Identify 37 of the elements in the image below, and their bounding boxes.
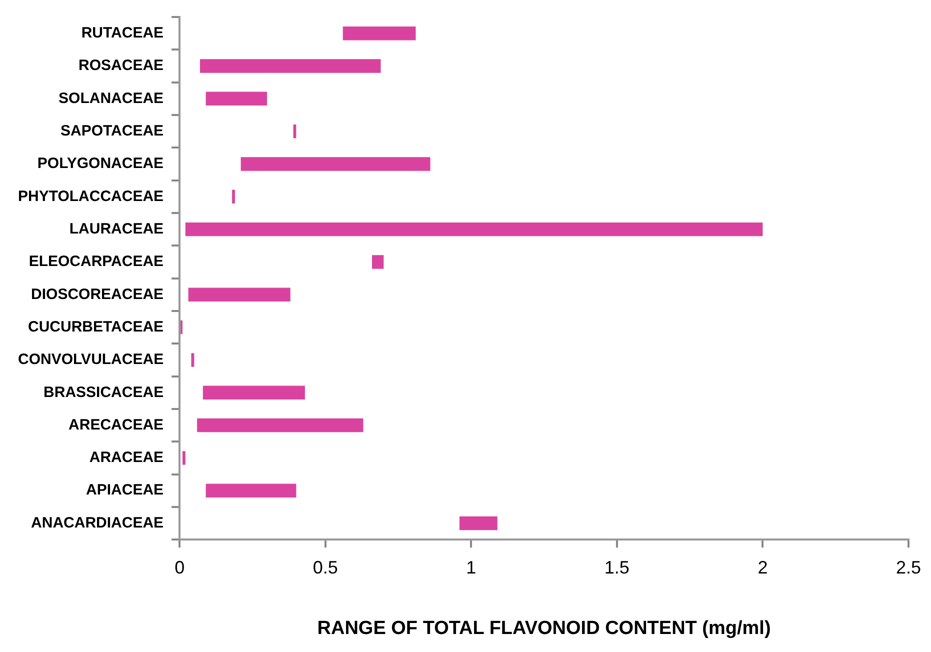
bar (197, 418, 364, 432)
x-tick-label: 2 (758, 557, 768, 578)
bar (185, 222, 763, 236)
y-tick-label: ANACARDIACEAE (31, 514, 164, 532)
y-tick-label: DIOSCOREACEAE (31, 286, 164, 303)
y-tick-label: ELEOCARPACEAE (28, 253, 164, 270)
y-tick-label: APIACEAE (86, 482, 164, 499)
bar (206, 92, 268, 106)
bar (182, 451, 186, 465)
x-tick-label: 0 (174, 557, 185, 578)
x-tick-label: 1.5 (604, 557, 630, 578)
y-tick-label: BRASSICACEAE (44, 384, 164, 401)
y-tick-label: LAURACEAE (69, 220, 164, 238)
y-tick-label: SAPOTACEAE (60, 122, 164, 140)
y-tick-label: CONVOLVULACEAE (18, 351, 164, 368)
y-tick-label: CUCURBETACEAE (28, 318, 164, 336)
x-tick-label: 2.5 (896, 557, 922, 578)
bar (232, 190, 235, 204)
bar (188, 288, 290, 302)
x-axis-title: RANGE OF TOTAL FLAVONOID CONTENT (mg/ml) (317, 618, 771, 639)
bar (342, 26, 416, 40)
bar (191, 353, 194, 367)
y-tick-label: ROSACEAE (78, 57, 164, 74)
x-tick-label: 1 (466, 557, 476, 578)
bar (240, 157, 430, 171)
y-tick-label: POLYGONACEAE (37, 155, 164, 172)
y-tick-label: ARACEAE (89, 449, 164, 466)
y-tick-label: RUTACEAE (81, 24, 164, 42)
bar (459, 516, 498, 530)
bar (202, 386, 305, 400)
x-tick-label: 0.5 (312, 557, 338, 578)
bar (206, 484, 296, 498)
y-tick-label: ARECACEAE (68, 416, 164, 434)
bar (200, 59, 381, 73)
y-tick-label: SOLANACEAE (58, 90, 164, 107)
y-tick-label: PHYTOLACCACEAE (18, 188, 164, 205)
bar (372, 255, 384, 269)
